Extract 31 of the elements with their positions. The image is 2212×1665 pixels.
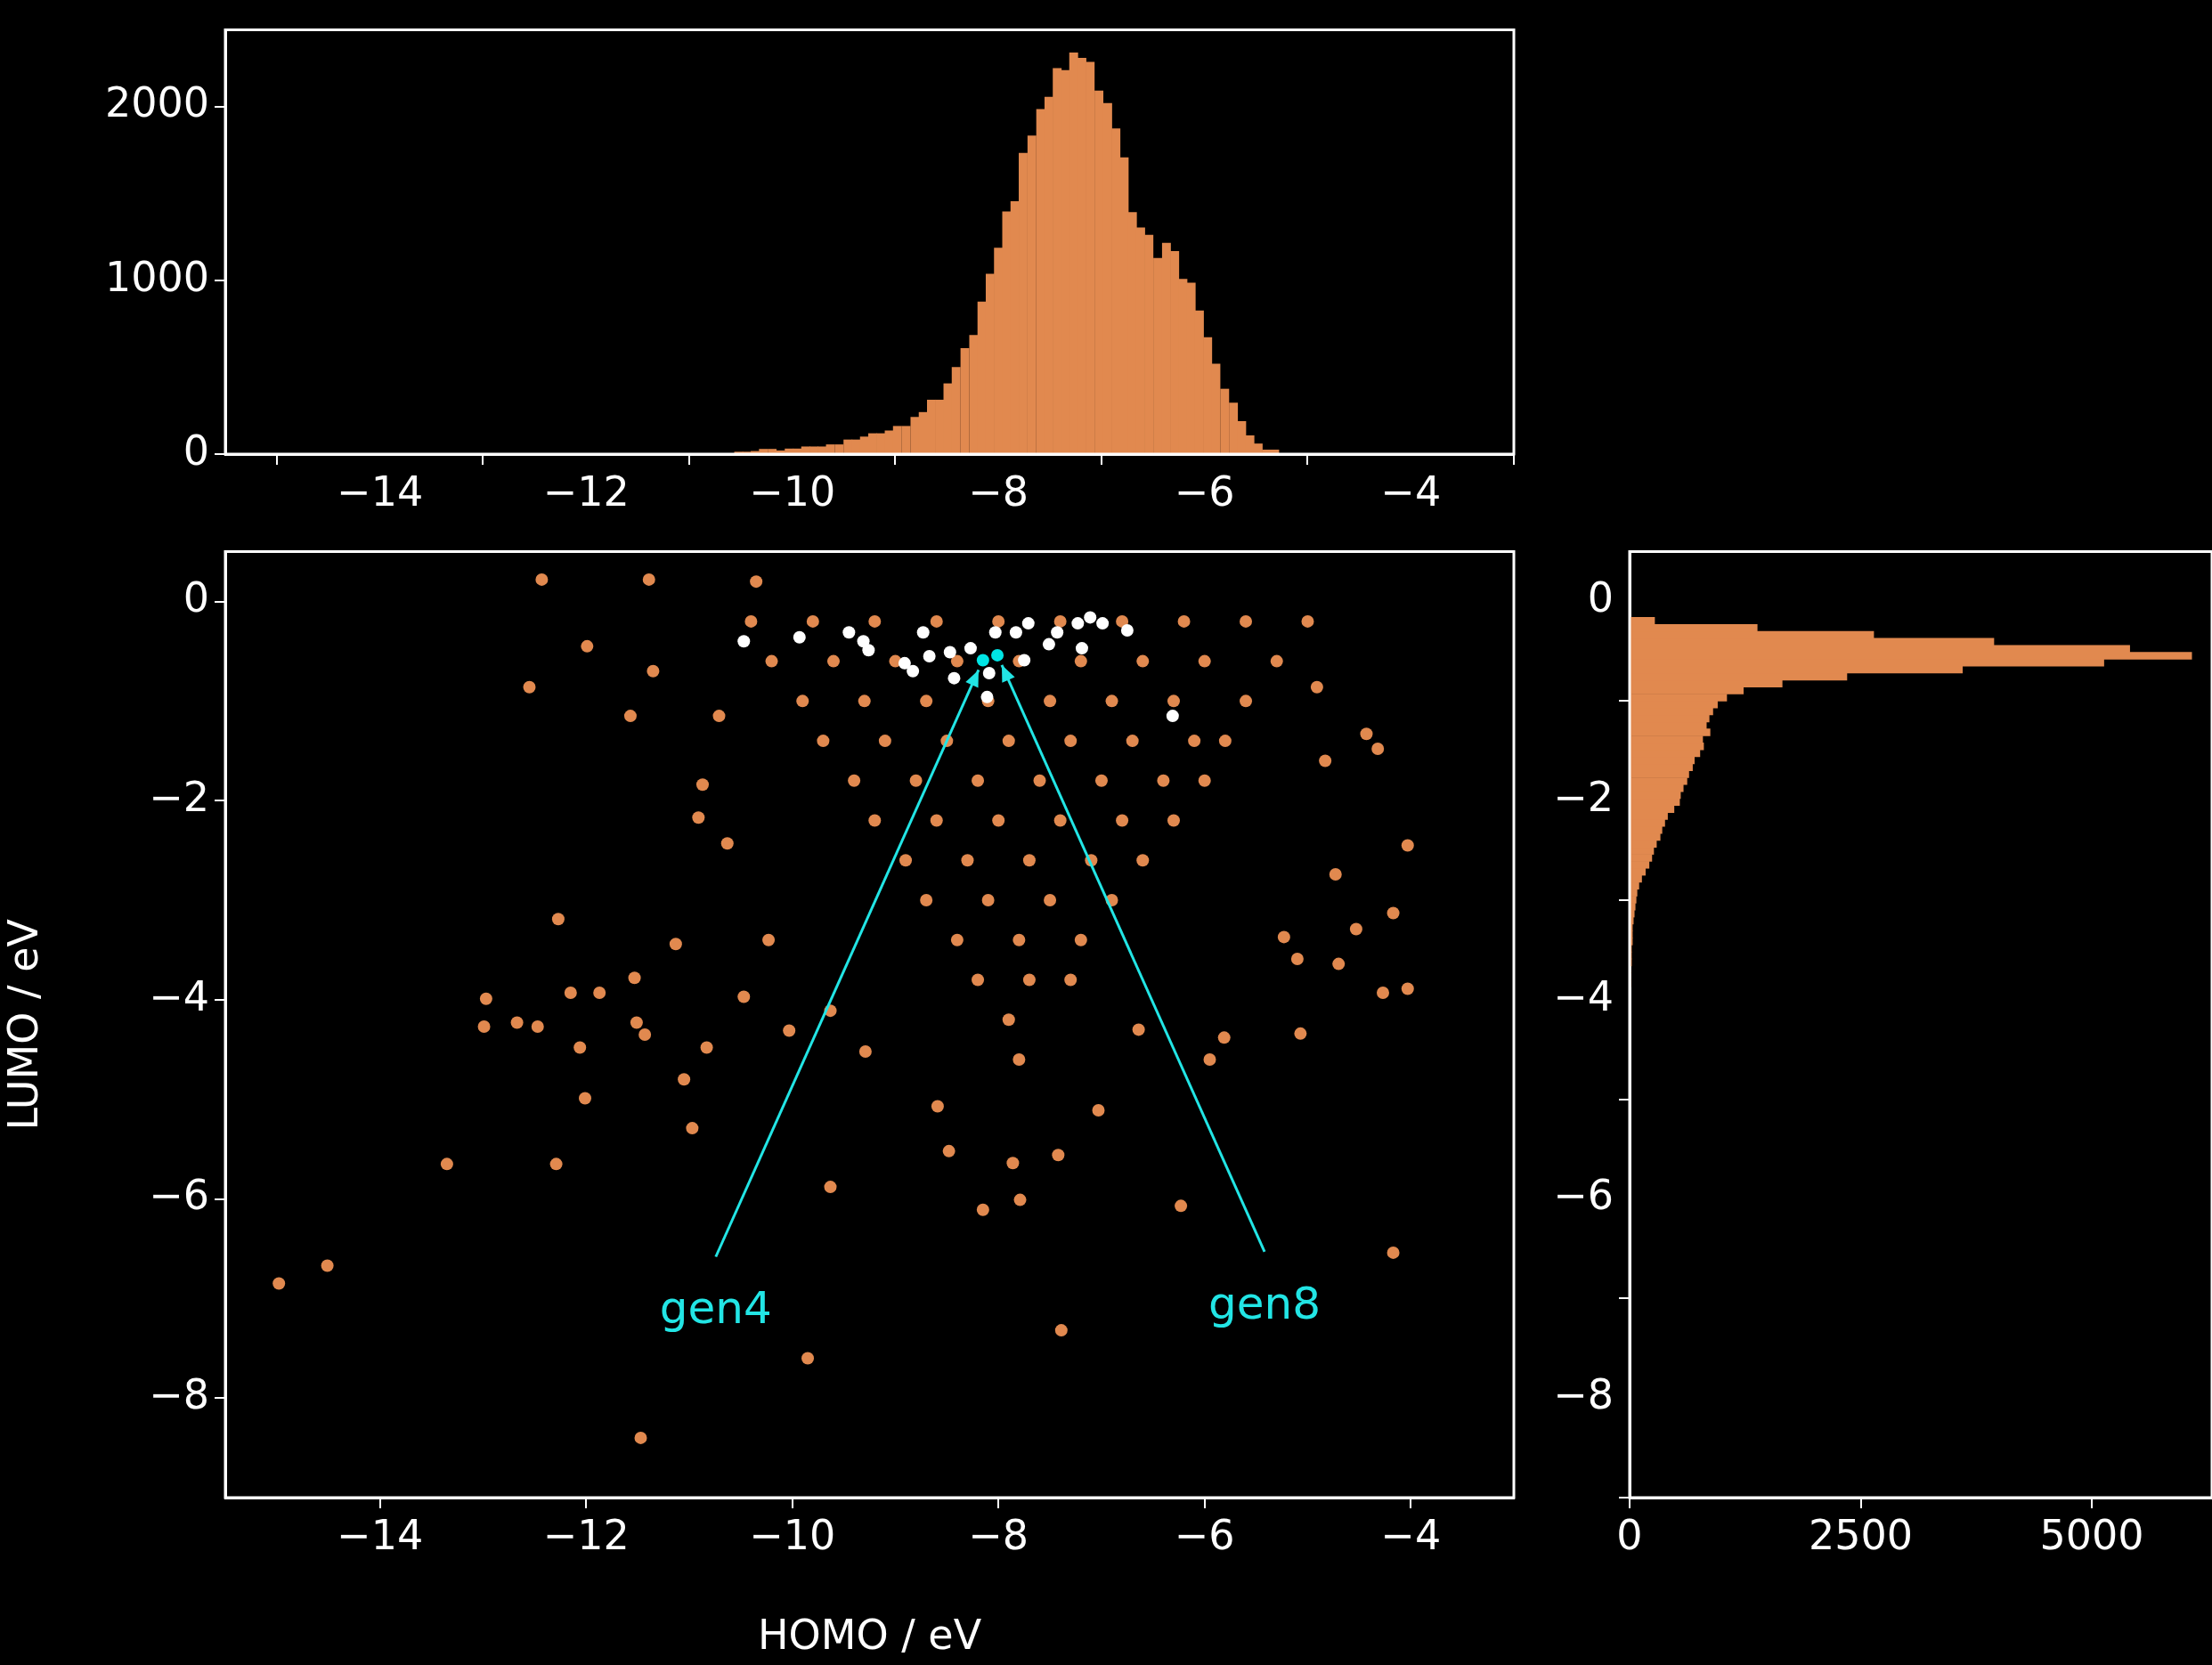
y-tick-label: 0 xyxy=(1587,573,1614,622)
y-tick-label: −2 xyxy=(149,773,209,822)
x-tick-label: −4 xyxy=(1380,467,1442,516)
y-tick-label: −4 xyxy=(1553,971,1614,1020)
y-tick-label: −8 xyxy=(1553,1370,1614,1419)
x-tick-label: −14 xyxy=(337,1510,424,1559)
y-tick-label: 2000 xyxy=(104,78,209,127)
y-tick-label: 0 xyxy=(183,426,209,475)
y-tick-label: 1000 xyxy=(104,252,209,301)
x-tick-label: −8 xyxy=(968,467,1029,516)
x-tick-label: −6 xyxy=(1174,1510,1235,1559)
x-tick-label: 5000 xyxy=(2039,1510,2144,1559)
x-tick-label: −14 xyxy=(337,467,424,516)
x-tick-label: −4 xyxy=(1380,1510,1442,1559)
y-tick-label: −2 xyxy=(1553,773,1614,822)
y-axis-title: LUMO / eV xyxy=(0,918,47,1131)
annotation: gen8 xyxy=(1208,1277,1322,1329)
x-tick-label: −6 xyxy=(1174,467,1235,516)
y-tick-label: −8 xyxy=(149,1370,209,1419)
x-tick-label: 2500 xyxy=(1808,1510,1914,1559)
x-axis-title: HOMO / eV xyxy=(757,1611,982,1660)
x-tick-label: −12 xyxy=(542,1510,630,1559)
y-tick-label: 0 xyxy=(183,573,209,622)
x-tick-label: −12 xyxy=(542,467,630,516)
y-tick-label: −6 xyxy=(149,1171,209,1220)
y-tick-label: −6 xyxy=(1553,1171,1614,1220)
x-tick-label: −10 xyxy=(749,1510,836,1559)
y-tick-label: −4 xyxy=(149,971,209,1020)
annotation: gen4 xyxy=(659,1282,772,1335)
x-tick-label: −10 xyxy=(749,467,836,516)
x-tick-label: −8 xyxy=(968,1510,1029,1559)
